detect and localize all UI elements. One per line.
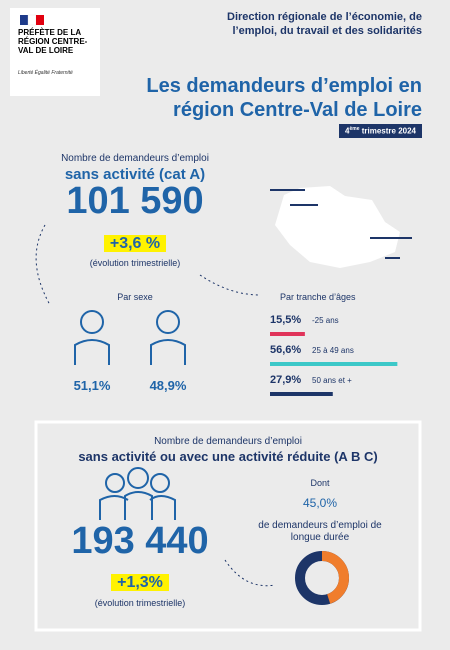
sex-label: Par sexe [117, 292, 153, 302]
flag-white [27, 14, 37, 26]
long-term-prefix: Dont [310, 478, 330, 488]
men: 51,1% [73, 378, 111, 393]
evolution-label: (évolution trimestrielle) [89, 258, 181, 268]
period-num: 4 [345, 126, 350, 136]
age-range: 25 à 49 ans [312, 346, 354, 355]
age-range: -25 ans [312, 316, 339, 325]
age-value: 15,5% [270, 314, 302, 326]
evolution-wrap: +3,6 % [40, 235, 230, 253]
logo-title: PRÉFÈTE DE LA RÉGION CENTRE-VAL DE LOIRE [18, 28, 88, 55]
subtitle: sans activité (cat A) [64, 166, 206, 183]
label: Nombre de demandeurs d’emploi [61, 153, 209, 164]
age-value: 56,6% [270, 344, 302, 356]
donut-segment [295, 551, 349, 605]
evolution-wrap: +1,3% [45, 574, 235, 592]
women: 48,9% [149, 378, 187, 393]
logo-motto: Liberté Égalité Fraternité [18, 70, 73, 76]
count: 193 440 [71, 520, 209, 562]
flag-red [36, 15, 44, 25]
age-value: 27,9% [270, 374, 302, 386]
label: Nombre de demandeurs d’emploi [154, 436, 302, 447]
abc-box [34, 420, 422, 632]
dotted-arrow [224, 559, 276, 587]
period: 4ème trimestre 2024 [339, 124, 422, 138]
count: 101 590 [66, 180, 204, 222]
long-term-value: 45,0% [302, 496, 338, 510]
flag-blue [20, 15, 28, 25]
map-lines [270, 189, 412, 259]
subtitle: sans activité ou avec une activité rédui… [78, 449, 378, 464]
period-text: trimestre 2024 [359, 126, 416, 136]
age-bars [270, 332, 398, 396]
header: Direction régionale de l’économie, de l’… [227, 11, 422, 37]
age-bar [270, 392, 333, 396]
evolution-label: (évolution trimestrielle) [94, 598, 186, 608]
age-range: 50 ans et + [312, 376, 352, 385]
period-sup: ème [349, 126, 360, 132]
long-term-text: de demandeurs d’emploi de longue durée [258, 520, 382, 543]
region-map [275, 186, 400, 268]
age-label: Par tranche d’âges [280, 292, 356, 302]
evolution: +1,3% [111, 574, 169, 591]
age-bar [270, 362, 398, 366]
age-bar [270, 332, 305, 336]
title: Les demandeurs d’emploi en région Centre… [146, 75, 422, 121]
evolution: +3,6 % [103, 235, 167, 252]
people-icons [74, 310, 186, 520]
dotted-arrow [199, 274, 261, 296]
